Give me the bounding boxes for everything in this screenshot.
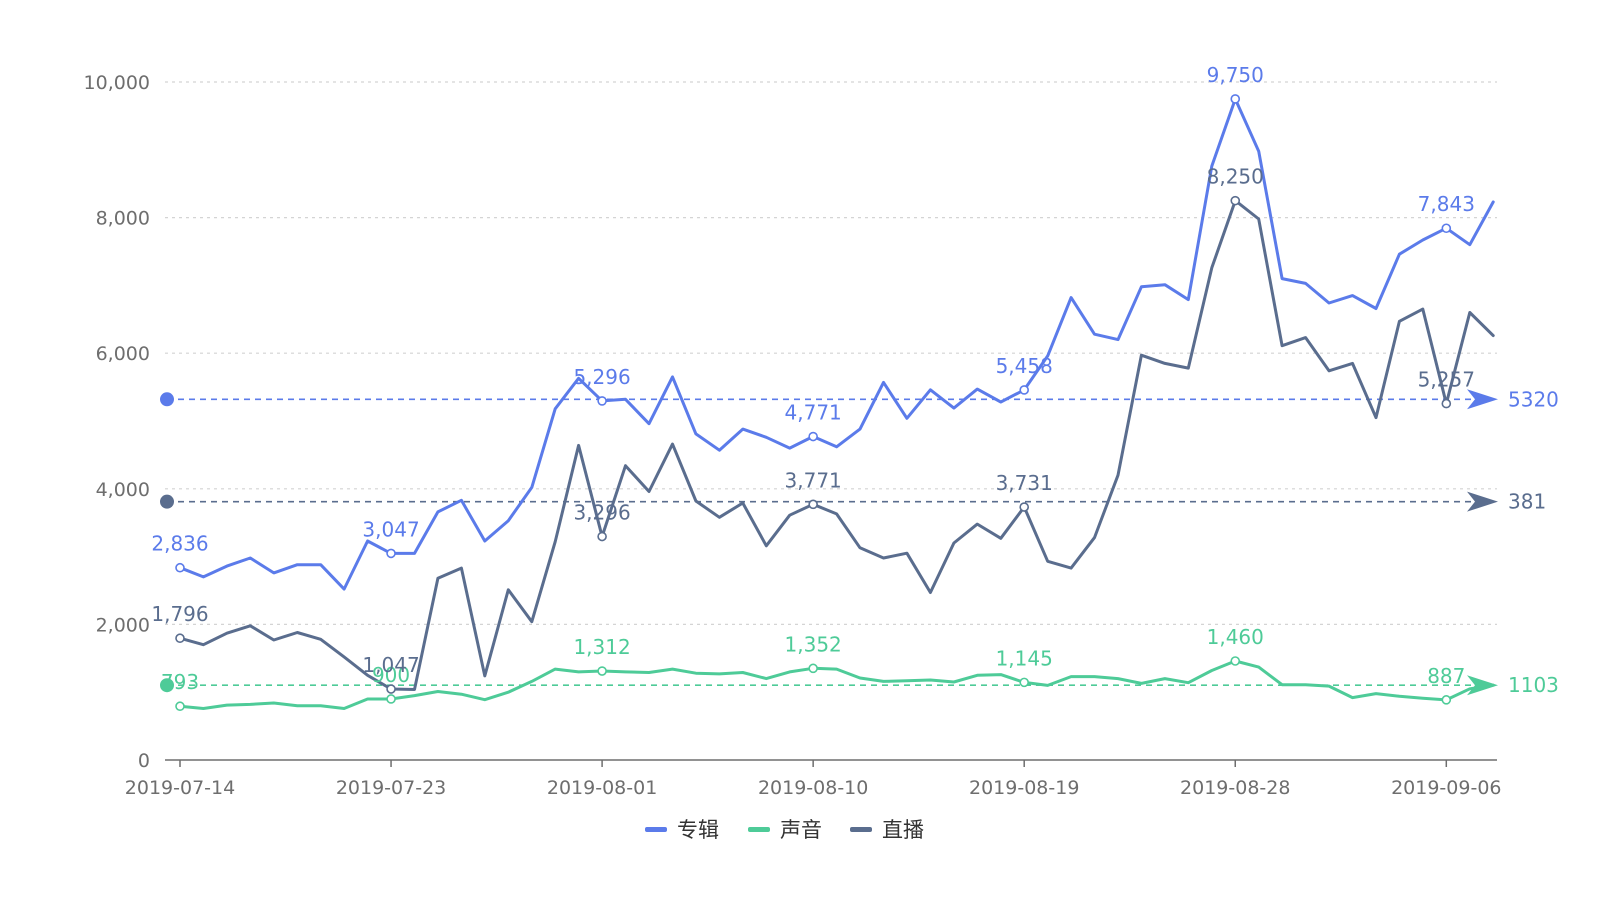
- data-label: 793: [161, 670, 199, 694]
- x-tick-label: 2019-09-06: [1391, 777, 1501, 799]
- data-points: [175, 94, 1452, 712]
- data-label: 2,836: [151, 532, 208, 556]
- data-point: [597, 531, 607, 542]
- data-label: 5,257: [1418, 368, 1475, 392]
- average-lines: 5320 1103 381: [160, 387, 1559, 697]
- average-start-marker: [160, 494, 174, 509]
- legend[interactable]: 专辑 声音 直播: [645, 818, 924, 842]
- data-label: 9,750: [1207, 63, 1264, 87]
- data-point: [808, 431, 818, 442]
- data-label: 1,047: [362, 653, 419, 677]
- data-label: 3,771: [785, 468, 842, 492]
- data-point: [1441, 398, 1452, 409]
- data-label: 887: [1427, 664, 1465, 688]
- x-tick-label: 2019-08-19: [969, 777, 1079, 799]
- data-label: 1,460: [1207, 625, 1264, 649]
- data-label: 900: [372, 663, 410, 687]
- average-start-marker: [160, 678, 174, 693]
- data-point: [1230, 195, 1241, 206]
- data-label: 5,458: [996, 354, 1053, 378]
- grid-lines: [165, 81, 1497, 626]
- average-label: 1103: [1508, 673, 1559, 697]
- data-label: 1,145: [996, 646, 1053, 670]
- x-tick-label: 2019-07-14: [125, 777, 235, 799]
- data-label: 3,047: [362, 517, 419, 541]
- data-point: [1019, 385, 1029, 395]
- data-point: [1230, 656, 1241, 666]
- average-arrow-icon: [1467, 389, 1498, 410]
- average-label: 5320: [1508, 387, 1559, 411]
- data-point: [597, 666, 607, 676]
- legend-label: 直播: [882, 818, 924, 842]
- line-icon: [850, 827, 872, 832]
- series-line: [178, 659, 1495, 710]
- data-point: [1230, 94, 1241, 104]
- y-tick-label: 8,000: [96, 208, 150, 230]
- y-tick-label: 4,000: [96, 479, 150, 501]
- y-tick-label: 10,000: [84, 72, 150, 94]
- y-axis: 0 2,000 4,000 6,000 8,000 10,000: [84, 72, 150, 772]
- line-icon: [645, 827, 667, 832]
- line-icon: [748, 827, 770, 832]
- data-point: [175, 633, 185, 644]
- data-point: [175, 562, 185, 573]
- legend-item[interactable]: 直播: [850, 818, 924, 842]
- data-point: [1019, 502, 1029, 512]
- series-line: [178, 199, 1495, 691]
- x-axis: 2019-07-14 2019-07-23 2019-08-01 2019-08-10…: [125, 759, 1502, 799]
- legend-item[interactable]: 专辑: [645, 818, 719, 842]
- data-point: [386, 548, 396, 559]
- data-point: [1441, 223, 1452, 234]
- data-point: [386, 684, 396, 694]
- y-tick-label: 0: [138, 750, 150, 772]
- legend-item[interactable]: 声音: [748, 818, 822, 842]
- average-label: 381: [1508, 490, 1546, 514]
- data-label: 7,843: [1418, 192, 1475, 216]
- data-label: 1,312: [573, 635, 630, 659]
- data-label: 1,796: [151, 602, 208, 626]
- data-point: [808, 663, 818, 674]
- average-arrow-icon: [1467, 491, 1498, 512]
- data-point: [1441, 695, 1452, 705]
- data-point: [597, 396, 607, 406]
- x-tick-label: 2019-08-01: [547, 777, 657, 799]
- data-label: 4,771: [785, 401, 842, 425]
- series-line: [178, 97, 1495, 591]
- data-labels: 2,836 3,047 5,296 4,771 5,458 9,750 7,843 793 90…: [151, 63, 1475, 694]
- data-label: 3,731: [996, 471, 1053, 495]
- x-tick-label: 2019-08-28: [1180, 777, 1290, 799]
- data-label: 5,296: [573, 365, 630, 389]
- data-point: [808, 499, 818, 510]
- data-point: [1019, 677, 1029, 688]
- legend-label: 专辑: [677, 818, 719, 842]
- data-label: 8,250: [1207, 165, 1264, 189]
- y-tick-label: 6,000: [96, 343, 150, 365]
- x-tick-label: 2019-07-23: [336, 777, 446, 799]
- average-start-marker: [160, 392, 174, 407]
- y-tick-label: 2,000: [96, 614, 150, 636]
- data-point: [386, 694, 396, 704]
- legend-label: 声音: [780, 818, 822, 842]
- average-arrow-icon: [1467, 675, 1498, 696]
- x-tick-label: 2019-08-10: [758, 777, 868, 799]
- series-lines: [178, 97, 1495, 710]
- data-label: 1,352: [785, 632, 842, 656]
- data-label: 3,296: [573, 501, 630, 525]
- data-point: [175, 701, 185, 712]
